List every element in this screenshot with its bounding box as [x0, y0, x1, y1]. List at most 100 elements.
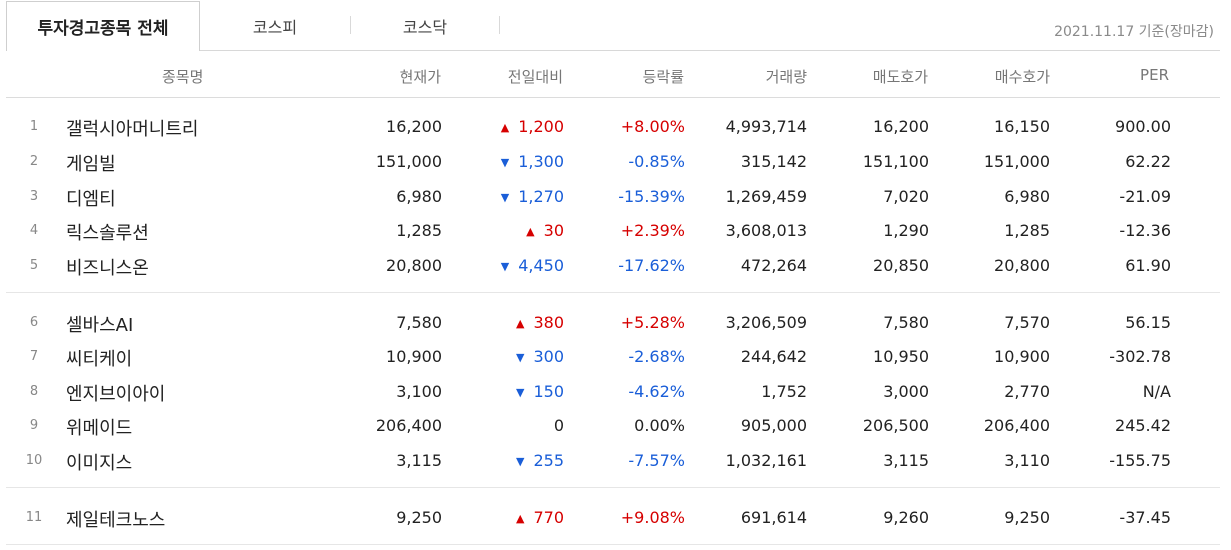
- table-row[interactable]: 3 디엠티 6,980 -15.39% 1,269,459 7,020 6,980 -21.0…: [0, 180, 1231, 214]
- table-row[interactable]: 6 셀바스AI 7,580 +5.28% 3,206,509 7,580 7,570 56.1…: [0, 306, 1231, 340]
- stock-name-link[interactable]: 갤럭시아머니트리: [66, 119, 199, 140]
- table-row[interactable]: 8 엔지브이아이 3,100 -4.62% 1,752 3,000 2,770 N/A ▼ 150: [0, 375, 1231, 409]
- ask-price-cell: 16,200: [873, 117, 929, 136]
- up-arrow-icon: ▲: [515, 512, 525, 525]
- bid-price-cell: 206,400: [983, 416, 1050, 435]
- table-row[interactable]: 2 게임빌 151,000 -0.85% 315,142 151,100 151,000 62…: [0, 145, 1231, 179]
- price-cell: 1,285: [396, 221, 442, 240]
- change-cell: ▼ 255: [516, 451, 564, 470]
- stock-name-link[interactable]: 셀바스AI: [66, 315, 134, 336]
- price-cell: 9,250: [396, 508, 442, 527]
- change-value: 300: [533, 347, 564, 366]
- volume-cell: 905,000: [740, 416, 807, 435]
- change-cell: ▲ 1,200: [501, 117, 564, 136]
- ask-price-cell: 20,850: [873, 256, 929, 275]
- stock-name-link[interactable]: 위메이드: [66, 418, 133, 439]
- table-row[interactable]: 11 제일테크노스 9,250 +9.08% 691,614 9,260 9,250 -37.…: [0, 501, 1231, 535]
- bid-price-cell: 151,000: [983, 152, 1050, 171]
- tab-divider: [499, 16, 500, 34]
- per-cell: -21.09: [1119, 187, 1171, 206]
- row-number: 10: [25, 453, 43, 468]
- up-arrow-icon: ▲: [500, 121, 510, 134]
- stock-name-link[interactable]: 릭스솔루션: [66, 223, 149, 244]
- table-row[interactable]: 10 이미지스 3,115 -7.57% 1,032,161 3,115 3,110 -155…: [0, 444, 1231, 478]
- bid-price-cell: 9,250: [1004, 508, 1050, 527]
- bid-price-cell: 16,150: [994, 117, 1050, 136]
- header-price: 현재가: [399, 68, 441, 86]
- group-divider: [6, 487, 1220, 488]
- change-cell: ▲ 380: [516, 313, 564, 332]
- header-volume: 거래량: [765, 68, 807, 86]
- bid-price-cell: 20,800: [994, 256, 1050, 275]
- volume-cell: 1,032,161: [725, 451, 807, 470]
- ask-price-cell: 7,020: [883, 187, 929, 206]
- ask-price-cell: 206,500: [862, 416, 929, 435]
- bid-price-cell: 2,770: [1004, 382, 1050, 401]
- tab-kosdaq[interactable]: 코스닥: [402, 17, 448, 37]
- stock-name-link[interactable]: 엔지브이아이: [66, 384, 166, 405]
- volume-cell: 1,269,459: [725, 187, 807, 206]
- row-number: 2: [29, 154, 39, 169]
- per-cell: 245.42: [1115, 416, 1171, 435]
- change-cell: ▼ 1,270: [501, 187, 564, 206]
- table-row[interactable]: 1 갤럭시아머니트리 16,200 +8.00% 4,993,714 16,200 16,1…: [0, 110, 1231, 144]
- row-number: 6: [29, 315, 39, 330]
- stock-name-link[interactable]: 디엠티: [66, 189, 116, 210]
- rate-cell: -17.62%: [618, 256, 685, 275]
- rate-cell: -7.57%: [628, 451, 685, 470]
- per-cell: N/A: [1142, 382, 1171, 401]
- ask-price-cell: 1,290: [883, 221, 929, 240]
- header-bid: 매수호가: [994, 68, 1050, 86]
- change-value: 380: [533, 313, 564, 332]
- base-date-label: 2021.11.17 기준(장마감): [1054, 24, 1214, 40]
- stock-name-link[interactable]: 비즈니스온: [66, 258, 149, 279]
- row-number: 4: [29, 223, 39, 238]
- header-per: PER: [1140, 66, 1169, 84]
- stock-name-link[interactable]: 게임빌: [66, 154, 116, 175]
- rate-cell: +8.00%: [620, 117, 685, 136]
- tab-kospi[interactable]: 코스피: [252, 17, 298, 37]
- down-arrow-icon: ▼: [515, 455, 525, 468]
- row-number: 7: [29, 349, 39, 364]
- stock-name-link[interactable]: 제일테크노스: [66, 510, 166, 531]
- header-rate: 등락률: [642, 68, 684, 86]
- table-row[interactable]: 9 위메이드 206,400 0.00% 905,000 206,500 206,400 24…: [0, 409, 1231, 443]
- change-cell: ▼ 150: [516, 382, 564, 401]
- table-row[interactable]: 7 씨티케이 10,900 -2.68% 244,642 10,950 10,900 -302…: [0, 340, 1231, 374]
- stock-name-link[interactable]: 씨티케이: [66, 349, 133, 370]
- bid-price-cell: 1,285: [1004, 221, 1050, 240]
- tab-divider: [350, 16, 351, 34]
- row-number: 3: [29, 189, 39, 204]
- rate-cell: -15.39%: [618, 187, 685, 206]
- row-number: 8: [29, 384, 39, 399]
- price-cell: 206,400: [375, 416, 442, 435]
- per-cell: -155.75: [1109, 451, 1171, 470]
- per-cell: -37.45: [1119, 508, 1171, 527]
- down-arrow-icon: ▼: [515, 351, 525, 364]
- row-number: 5: [29, 258, 39, 273]
- header-divider: [6, 97, 1220, 98]
- volume-cell: 4,993,714: [725, 117, 807, 136]
- volume-cell: 472,264: [740, 256, 807, 275]
- change-value: 1,200: [518, 117, 564, 136]
- row-number: 11: [25, 510, 43, 525]
- down-arrow-icon: ▼: [515, 386, 525, 399]
- price-cell: 3,115: [396, 451, 442, 470]
- ask-price-cell: 10,950: [873, 347, 929, 366]
- change-value: 1,270: [518, 187, 564, 206]
- bid-price-cell: 7,570: [1004, 313, 1050, 332]
- table-row[interactable]: 4 릭스솔루션 1,285 +2.39% 3,608,013 1,290 1,285 -12.…: [0, 214, 1231, 248]
- tab-all-warning-stocks[interactable]: 투자경고종목 전체: [6, 1, 200, 51]
- change-value: 30: [543, 221, 564, 240]
- per-cell: -12.36: [1119, 221, 1171, 240]
- price-cell: 7,580: [396, 313, 442, 332]
- down-arrow-icon: ▼: [500, 156, 510, 169]
- change-cell: ▼ 300: [516, 347, 564, 366]
- volume-cell: 3,608,013: [725, 221, 807, 240]
- up-arrow-icon: ▲: [515, 317, 525, 330]
- table-row[interactable]: 5 비즈니스온 20,800 -17.62% 472,264 20,850 20,800 61…: [0, 249, 1231, 283]
- per-cell: 61.90: [1125, 256, 1171, 275]
- row-number: 1: [29, 119, 39, 134]
- stock-name-link[interactable]: 이미지스: [66, 453, 133, 474]
- bid-price-cell: 3,110: [1004, 451, 1050, 470]
